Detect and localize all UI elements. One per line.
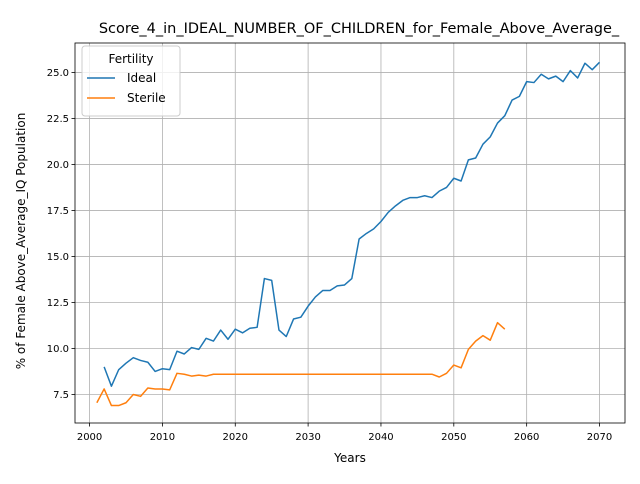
x-axis-label: Years (333, 451, 366, 465)
x-tick-label: 2040 (368, 432, 393, 443)
x-tick-label: 2030 (295, 432, 320, 443)
chart-title: Score_4_in_IDEAL_NUMBER_OF_CHILDREN_for_… (99, 21, 620, 37)
x-axis-ticks: 2000 2010 2020 2030 2040 2050 2060 2070 (77, 423, 612, 443)
y-axis-ticks: 7.5 10.0 12.5 15.0 17.5 20.0 22.5 25.0 (47, 68, 75, 401)
series-lines (96, 61, 601, 407)
x-tick-label: 2070 (587, 432, 612, 443)
legend-label-sterile: Sterile (127, 91, 166, 105)
x-tick-label: 2010 (150, 432, 175, 443)
legend-title: Fertility (108, 52, 153, 66)
series-line-ideal (103, 61, 601, 387)
y-tick-label: 12.5 (47, 298, 69, 309)
y-tick-label: 7.5 (53, 390, 69, 401)
y-tick-label: 25.0 (47, 68, 69, 79)
x-tick-label: 2060 (514, 432, 539, 443)
legend-label-ideal: Ideal (127, 71, 156, 85)
x-tick-label: 2050 (441, 432, 466, 443)
y-tick-label: 10.0 (47, 344, 69, 355)
x-tick-label: 2000 (77, 432, 102, 443)
y-tick-label: 15.0 (47, 252, 69, 263)
y-tick-label: 20.0 (47, 160, 69, 171)
grid (75, 43, 625, 423)
y-tick-label: 22.5 (47, 114, 69, 125)
plot-frame (74, 42, 626, 424)
y-axis-label: % of Female Above_Average_IQ Population (14, 113, 28, 370)
series-line-sterile (96, 321, 506, 407)
y-tick-label: 17.5 (47, 206, 69, 217)
x-tick-label: 2020 (223, 432, 248, 443)
legend: Fertility Ideal Sterile (81, 45, 181, 117)
